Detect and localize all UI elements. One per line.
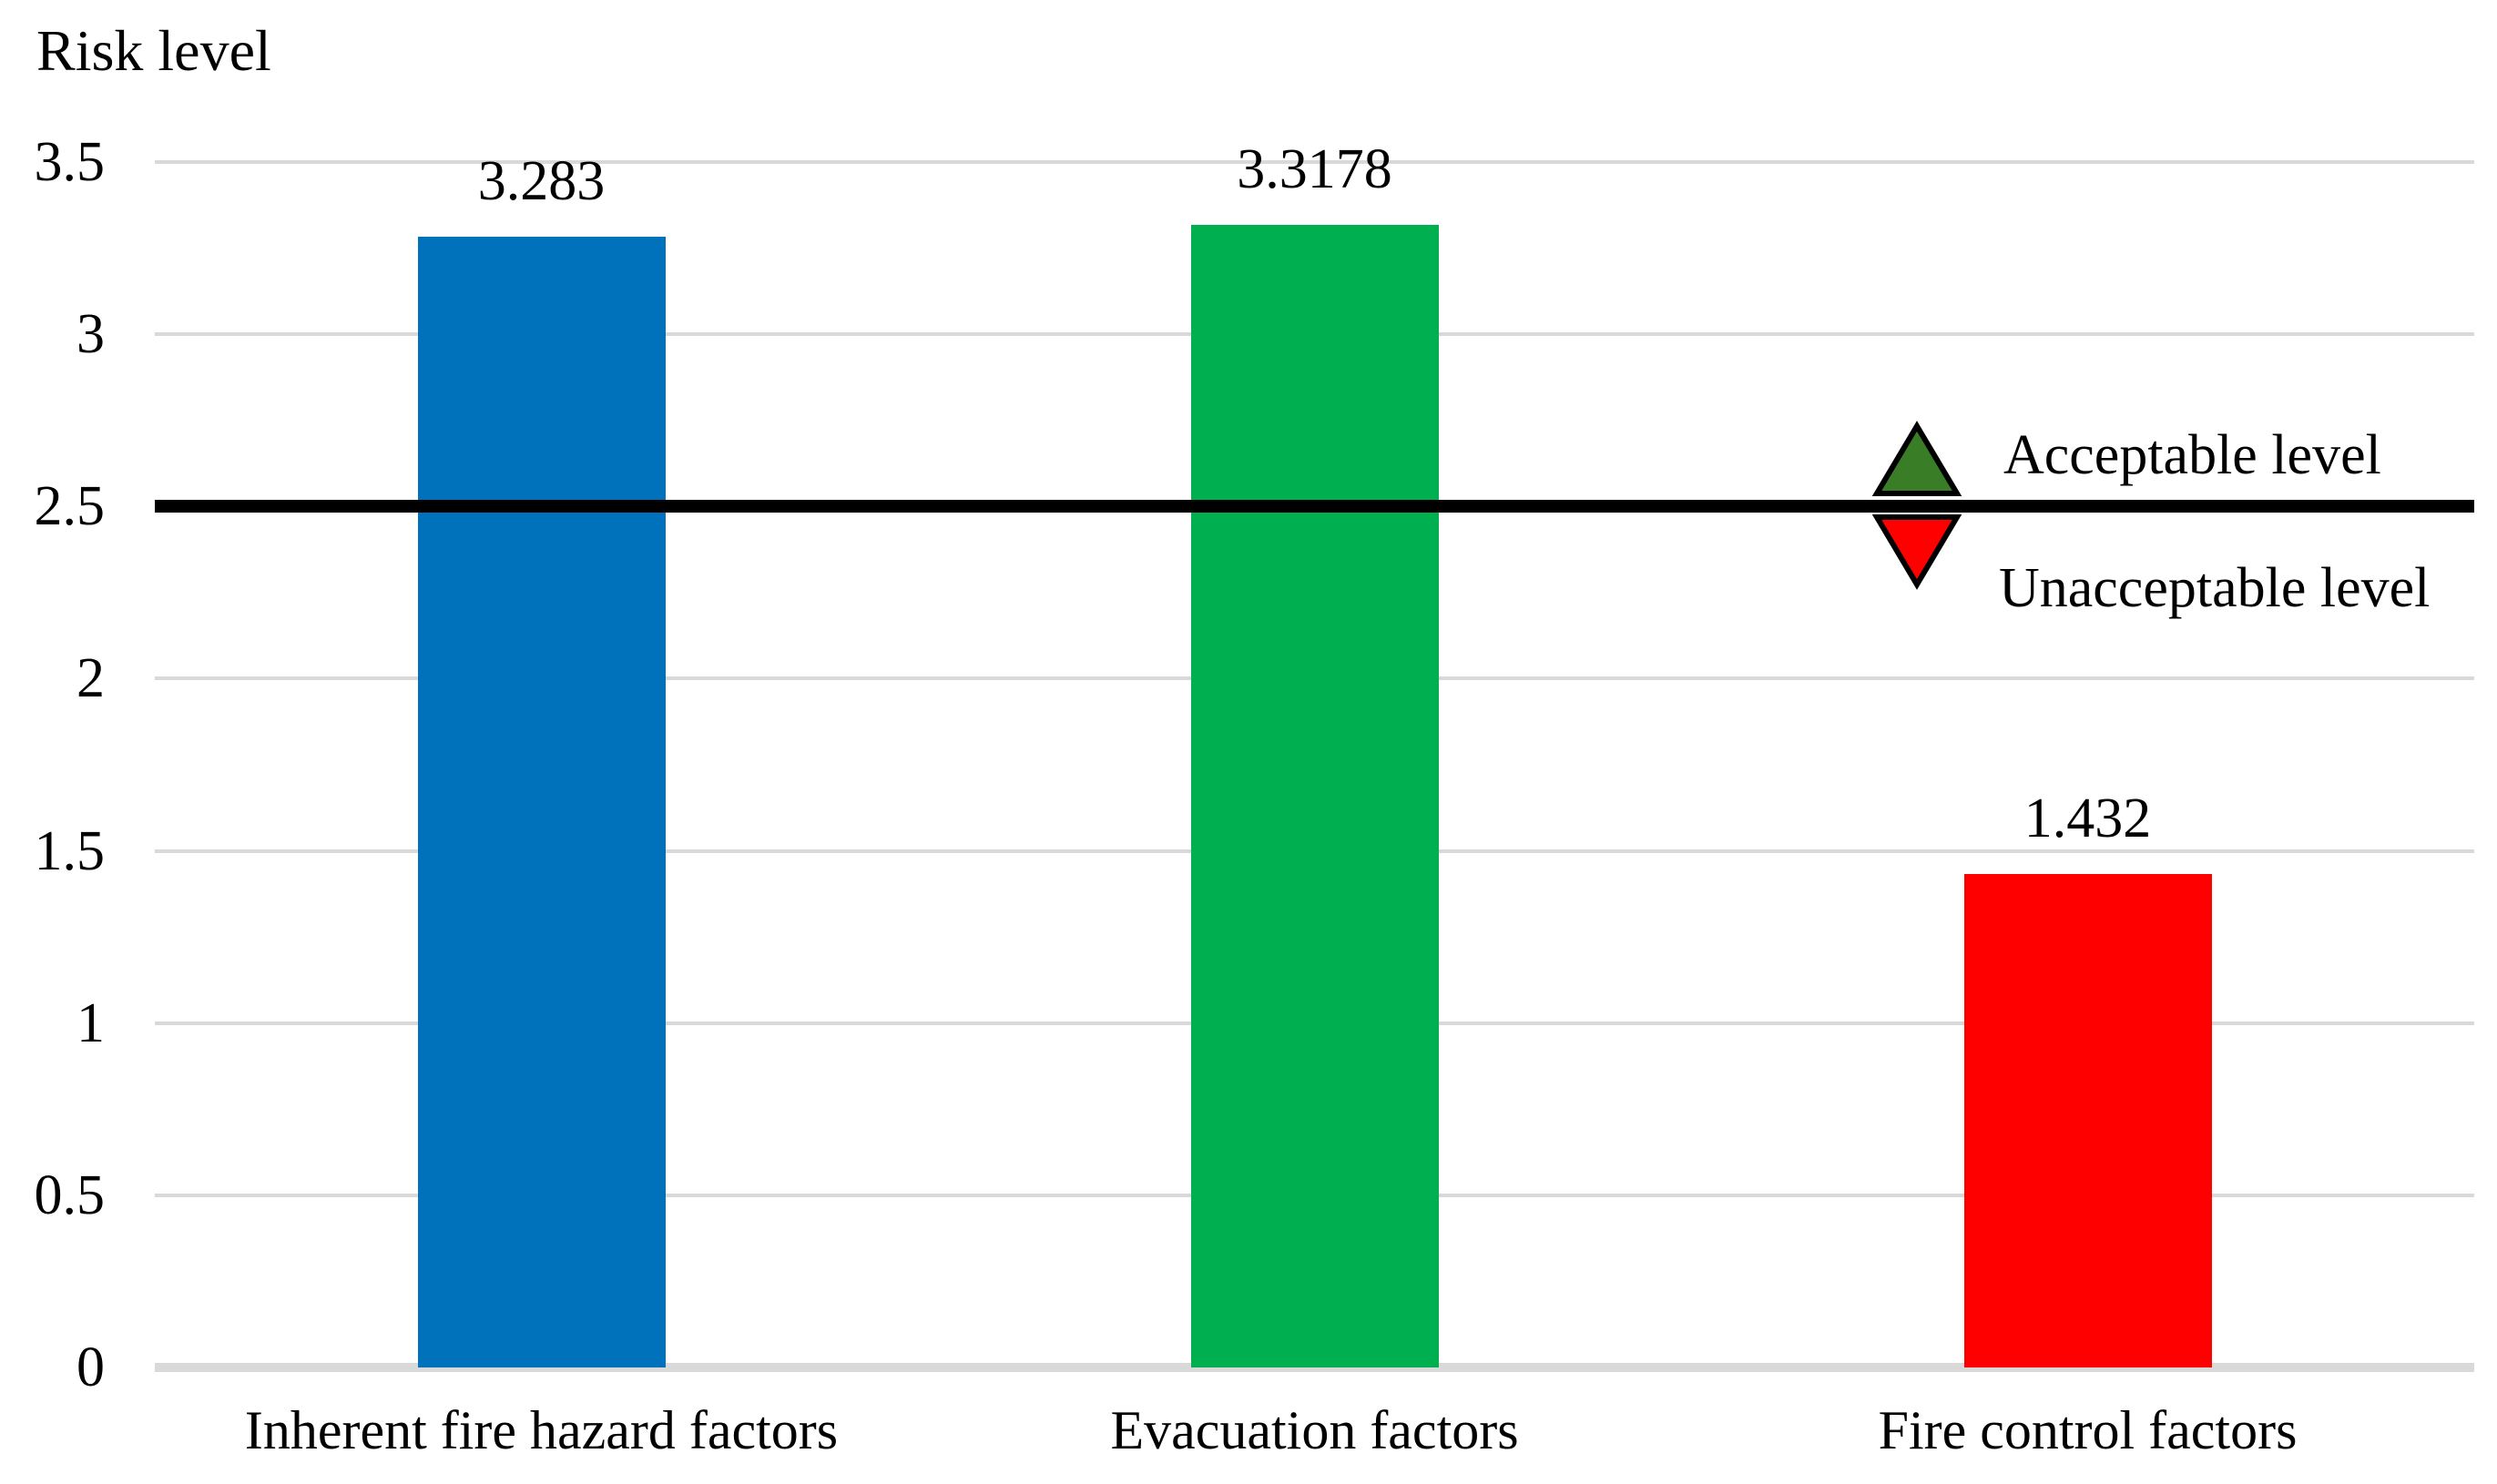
y-tick-label: 3.5 [34,131,106,193]
unacceptable-level-label: Unacceptable level [1999,557,2431,619]
y-tick-label: 0 [76,1337,105,1398]
bar-evacuation-factors [1190,224,1439,1367]
acceptable-level-label: Acceptable level [2003,424,2381,486]
y-tick-label: 1 [76,991,105,1054]
triangle-down-icon [1871,514,1962,590]
y-tick-label: 2 [76,647,105,710]
reference-line [155,500,2474,513]
y-tick-label: 3 [76,303,105,366]
value-label: 3.283 [477,150,606,213]
bar-fire-control-factors [1963,874,2212,1367]
y-tick-label: 1.5 [34,819,106,882]
gridline-3.5 [155,160,2474,164]
y-tick-label: 0.5 [34,1164,106,1226]
value-label: 3.3178 [1237,137,1392,200]
triangle-up-icon [1871,421,1962,496]
chart-title: Risk level [36,18,271,83]
y-tick-label: 2.5 [34,475,106,538]
category-label: Fire control factors [1878,1400,2298,1460]
bar-inherent-fire-hazard-factors [417,237,666,1367]
category-label: Evacuation factors [1110,1400,1519,1460]
value-label: 1.432 [2023,788,2152,850]
category-label: Inherent fire hazard factors [244,1400,839,1460]
x-axis-line [155,1363,2474,1372]
